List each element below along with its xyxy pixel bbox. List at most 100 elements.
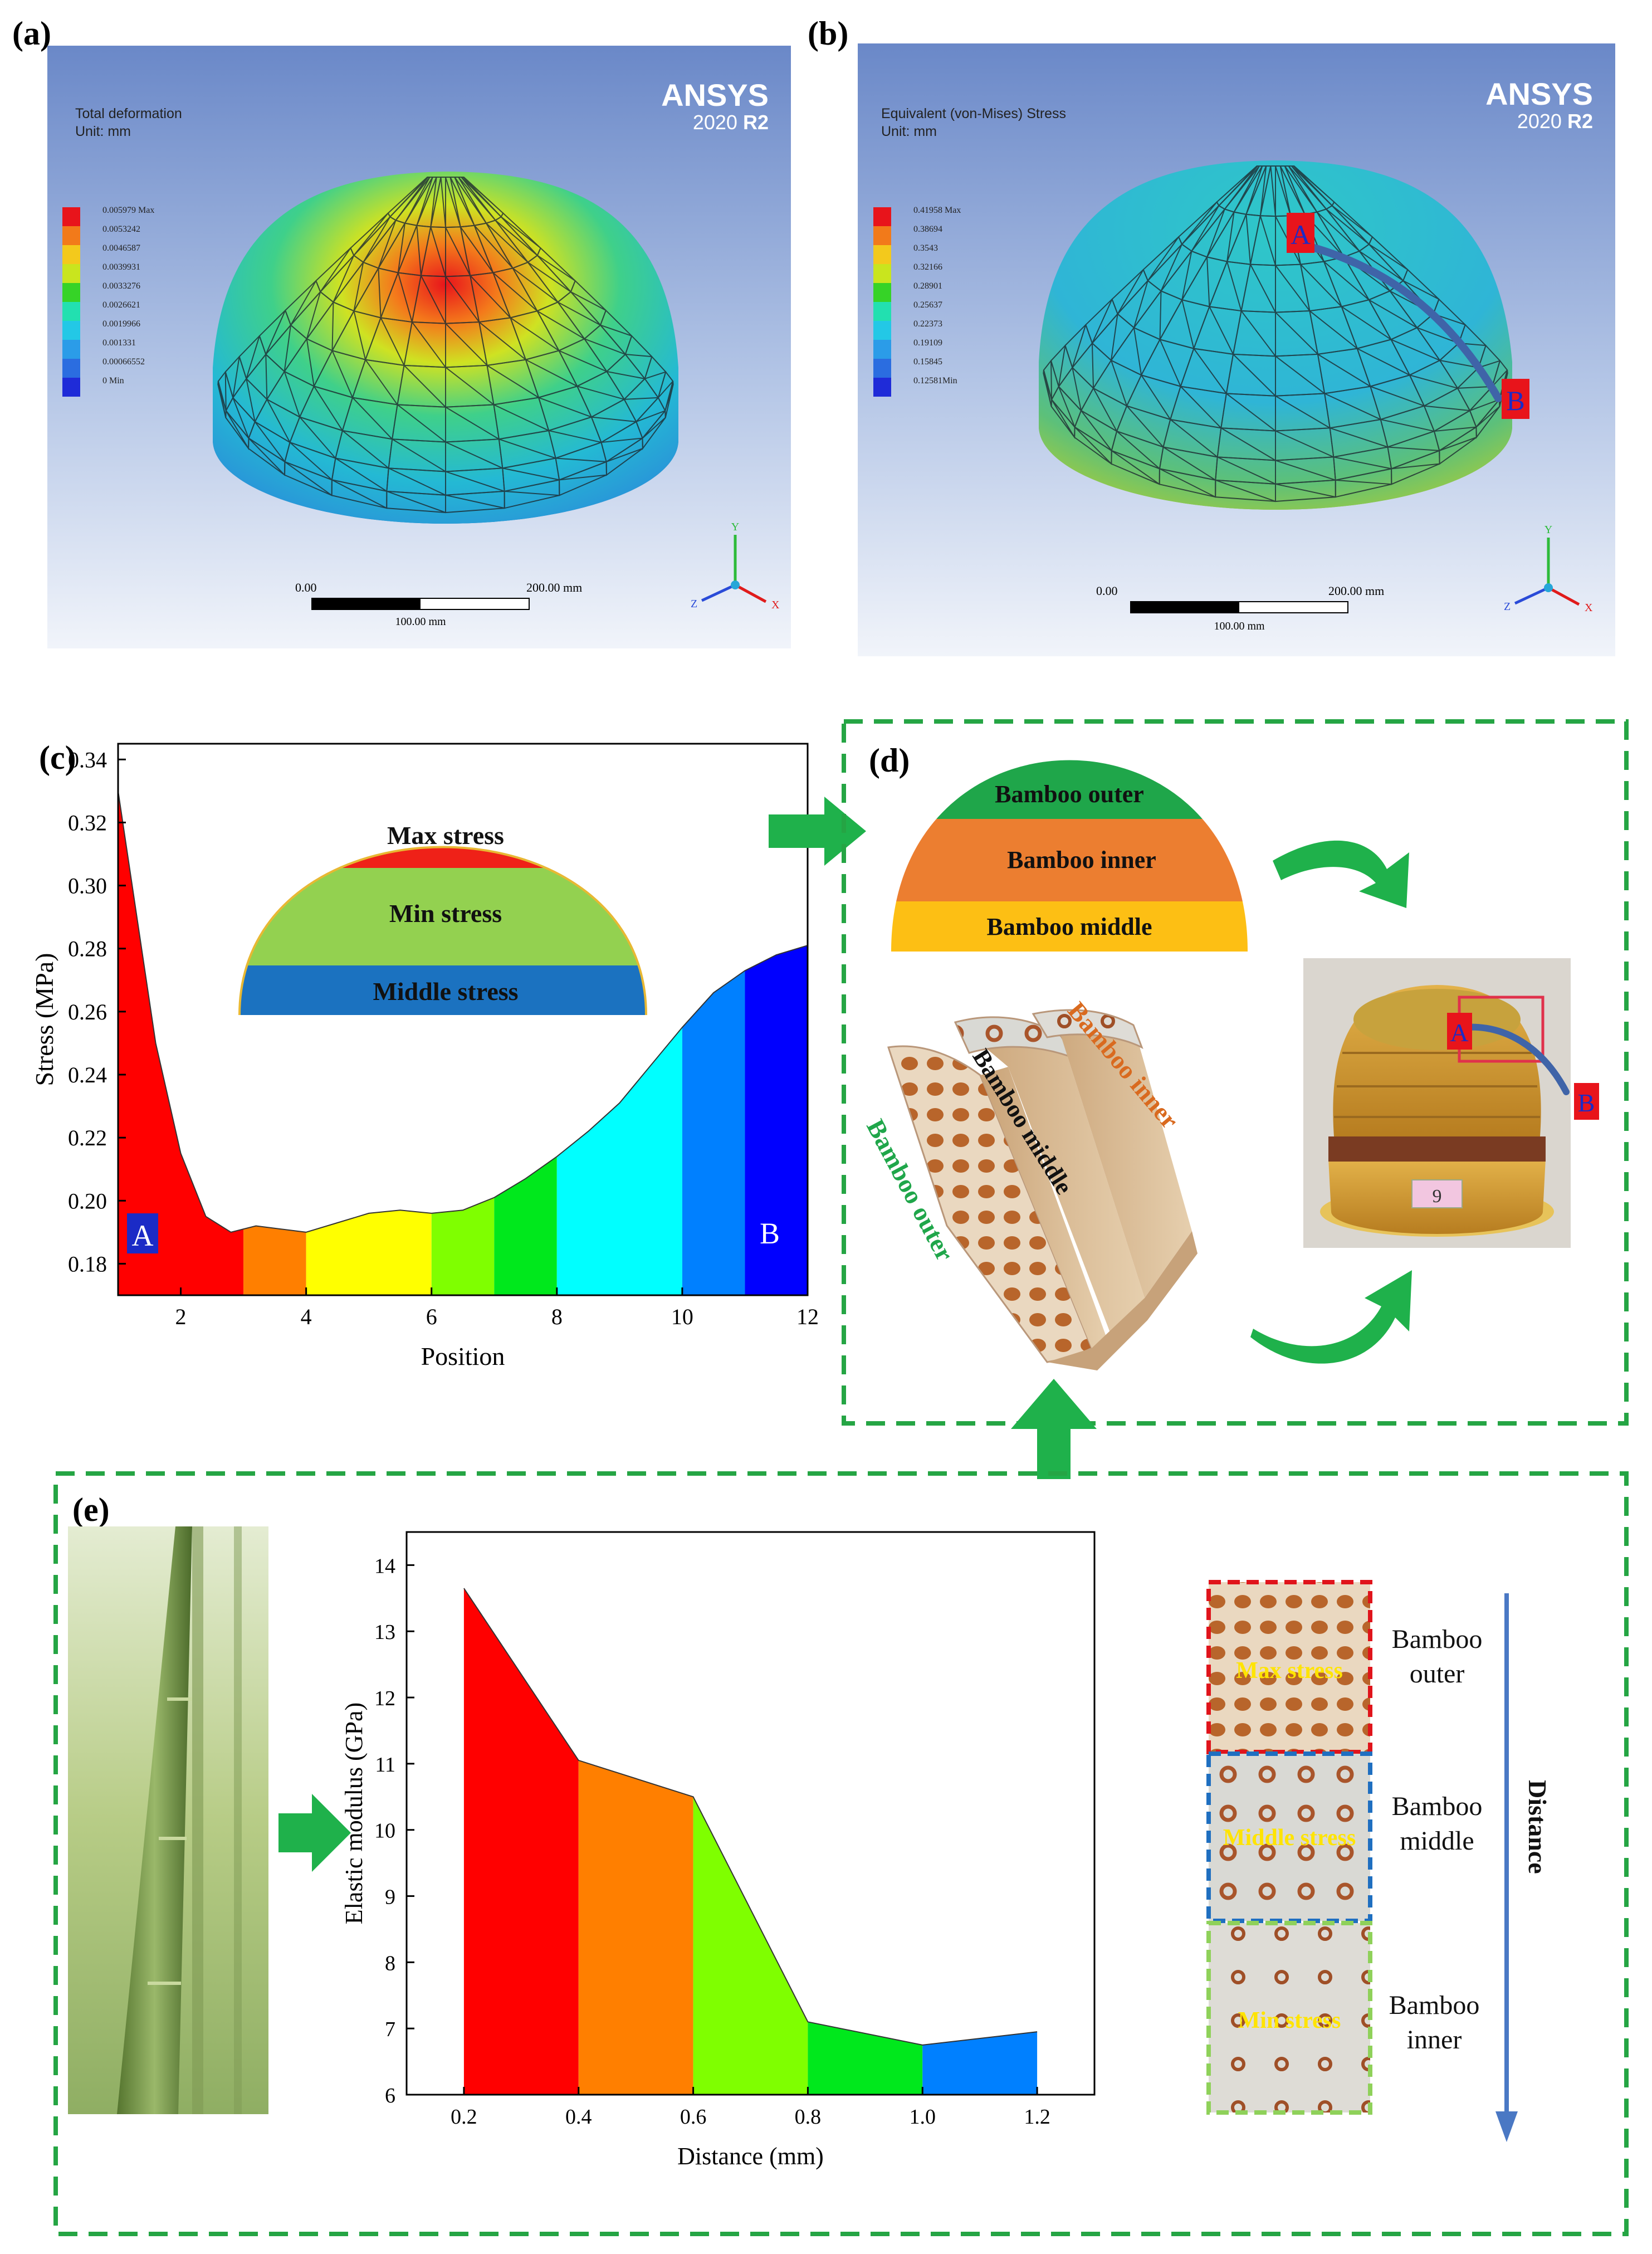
marker-b: B [1506, 385, 1524, 416]
panel-d: (d) Bamboo outer Bamboo inner Bamboo mid… [842, 719, 1629, 1479]
basket-marker-b: B [1578, 1089, 1595, 1117]
result-unit-a: Unit: mm [75, 124, 131, 139]
x-tick-label: 8 [551, 1304, 563, 1329]
overlay-middle-stress: Middle stress [1223, 1825, 1356, 1851]
legend-value: 0.38694 [913, 225, 942, 234]
area-band [118, 791, 244, 1295]
legend-swatch [873, 321, 891, 340]
x-tick-label: 0.8 [795, 2105, 822, 2129]
area-band [682, 970, 745, 1295]
legend-swatch [873, 226, 891, 245]
ansys-version-b: 2020 R2 [1517, 110, 1593, 133]
area-band [431, 1197, 495, 1295]
layer-labels: Bamboo outer Bamboo middle Bamboo inner [1389, 1624, 1483, 2055]
arrow-c-to-d [769, 797, 866, 866]
dome-band-middle: Middle stress [373, 977, 518, 1006]
panel-label-d: (d) [869, 742, 910, 779]
panel-label-e: (e) [72, 1491, 110, 1528]
marker-b-box [1502, 379, 1529, 419]
overlay-max-stress: Max stress [1236, 1658, 1343, 1684]
result-title-b: Equivalent (von-Mises) Stress [881, 106, 1066, 121]
y-tick-label: 7 [385, 2018, 395, 2041]
scale-bar-b: 0.00 200.00 mm 100.00 mm [1096, 584, 1384, 632]
svg-text:Bamboo: Bamboo [1392, 1624, 1483, 1654]
dome-layer-outer: Bamboo outer [995, 780, 1144, 808]
bamboo-strips-photo: Bamboo outer Bamboo middle Bamboo inner [861, 997, 1198, 1370]
dome-model-b: A B [1039, 160, 1529, 510]
svg-text:100.00 mm: 100.00 mm [1214, 620, 1265, 632]
panel-d-frame [842, 719, 1629, 1426]
layer-dome-schematic: Bamboo outer Bamboo inner Bamboo middle [891, 760, 1248, 952]
svg-text:inner: inner [1407, 2025, 1462, 2055]
distance-label: Distance [1523, 1780, 1552, 1874]
legend-value: 0.0019966 [102, 319, 140, 329]
legend-value: 0.22373 [913, 319, 942, 329]
y-tick-label: 6 [385, 2084, 395, 2107]
x-tick-label: 4 [301, 1304, 312, 1329]
panel-a: (a) ANSYS 2020 R2 Total deformation Unit… [12, 15, 791, 648]
svg-text:Z: Z [1504, 601, 1511, 613]
plot-frame [405, 1531, 1096, 2096]
legend-swatch [873, 283, 891, 302]
bamboo-basket-photo: 9 A B [1303, 958, 1599, 1248]
legend-value: 0.00066552 [102, 357, 145, 367]
legend-swatch [873, 378, 891, 397]
legend-swatch [62, 207, 80, 226]
elastic-modulus-chart: 0.2 0.4 0.6 0.8 1.0 1.2 6 7 8 9 10 11 12 13 14 Distance… [340, 1531, 1096, 2170]
legend-swatch [873, 302, 891, 321]
plot-frame [117, 743, 809, 1296]
curved-arrow-top [1273, 840, 1409, 908]
legend-value: 0.3543 [913, 243, 938, 253]
x-tick-label: 1.2 [1024, 2105, 1050, 2129]
y-tick-label: 0.18 [68, 1251, 107, 1276]
panel-e-frame [53, 1471, 1629, 2236]
y-tick-label: 9 [385, 1886, 395, 1909]
area-band [306, 1210, 432, 1295]
legend-swatch [873, 207, 891, 226]
y-axis-label: Elastic modulus (GPa) [340, 1702, 368, 1924]
stress-chart: 2 4 6 8 10 12 0.18 0.20 0.22 0.24 0.26 0.28 0.30 0.32… [30, 743, 819, 1370]
x-tick-label: 1.0 [910, 2105, 936, 2129]
result-title-a: Total deformation [75, 106, 182, 121]
area-band [463, 1588, 579, 2095]
y-tick-label: 0.34 [68, 747, 107, 772]
legend-value: 0.0026621 [102, 300, 140, 310]
svg-text:Y: Y [731, 521, 739, 533]
point-a-label: A [127, 1213, 158, 1253]
y-tick-label: 13 [374, 1621, 395, 1644]
y-tick-label: 0.22 [68, 1125, 107, 1150]
legend-swatch [873, 264, 891, 283]
svg-text:200.00 mm: 200.00 mm [1328, 584, 1384, 598]
scale-bar-a: 0.00 200.00 mm 100.00 mm [295, 580, 582, 628]
legend-swatch [62, 378, 80, 397]
svg-text:A: A [132, 1219, 154, 1252]
marker-a-box [1287, 213, 1314, 253]
dome-band-max: Max stress [387, 821, 504, 850]
cross-section-images: Max stress Middle stress Min stress [1206, 1580, 1372, 2115]
legend-value: 0.12581Min [913, 376, 957, 386]
ansys-version-a: 2020 R2 [693, 111, 769, 134]
panel-c: (c) 2 4 6 8 10 12 0.18 0.20 0.22 0.24 0.26 0.28 0.30… [30, 739, 866, 1370]
dome-model-a [213, 172, 678, 524]
legend-value: 0.28901 [913, 281, 942, 291]
area-band [808, 2022, 923, 2095]
legend-swatch [873, 245, 891, 264]
mesh-element [664, 381, 674, 418]
stress-dome-schematic: Max stress Min stress Middle stress [238, 821, 647, 1016]
area-band [243, 1226, 306, 1295]
x-tick-label: 0.2 [451, 2105, 477, 2129]
y-tick-label: 10 [374, 1819, 395, 1843]
legend-value: 0.001331 [102, 338, 136, 348]
area-band [745, 945, 808, 1295]
y-tick-label: 11 [375, 1753, 395, 1777]
svg-text:200.00 mm: 200.00 mm [526, 580, 582, 594]
y-tick-label: 0.28 [68, 936, 107, 962]
ansys-brand-a: ANSYS [661, 77, 769, 113]
legend-swatch [62, 340, 80, 359]
legend-value: 0.19109 [913, 338, 942, 348]
svg-text:X: X [1585, 602, 1593, 614]
basket-tag: 9 [1433, 1186, 1442, 1207]
axis-triad-a: Y X Z [691, 521, 780, 611]
overlay-min-stress: Min stress [1238, 2008, 1341, 2033]
legend-value: 0.15845 [913, 357, 942, 367]
